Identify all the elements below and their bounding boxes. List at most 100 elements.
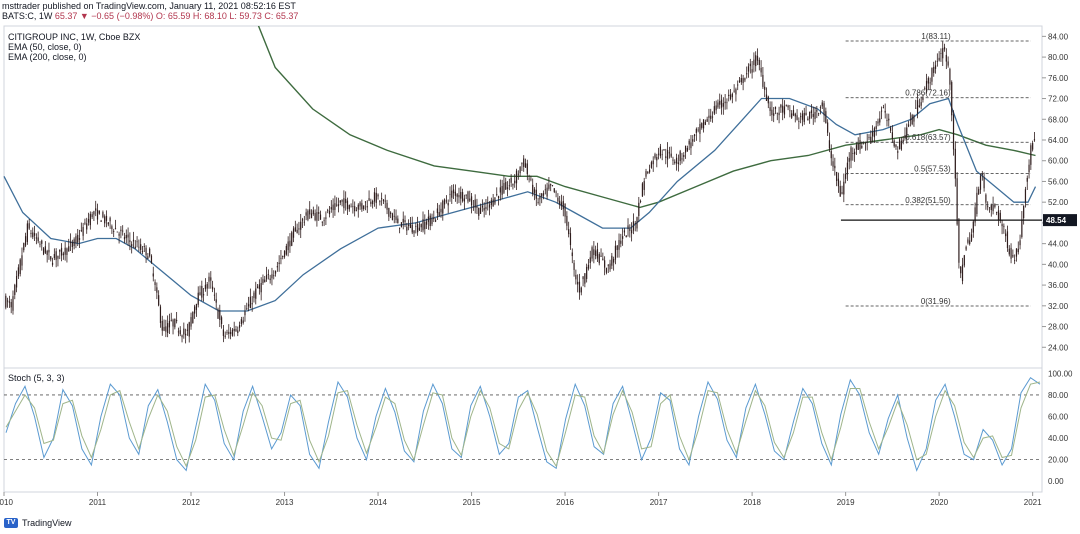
candle-body <box>706 119 708 122</box>
candle-body <box>197 292 199 305</box>
candle-body <box>427 216 430 222</box>
stoch-tick-label: 100.00 <box>1048 369 1073 378</box>
candle-body <box>683 154 685 157</box>
candle-body <box>845 173 847 179</box>
candle-body <box>702 119 705 129</box>
candle-body <box>265 274 268 280</box>
candle-body <box>192 311 194 324</box>
candle-body <box>961 264 964 282</box>
candle-body <box>560 202 563 207</box>
candle-body <box>832 161 834 167</box>
candle-body <box>530 178 532 180</box>
tradingview-logo[interactable]: TV TradingView <box>4 518 72 528</box>
candle-body <box>656 157 658 161</box>
candle-body <box>382 199 385 202</box>
candle-body <box>129 240 131 243</box>
candle-body <box>246 308 248 310</box>
tradingview-icon: TV <box>4 518 18 528</box>
candle-body <box>194 306 196 314</box>
candle-body <box>809 111 811 119</box>
candle-body <box>645 171 647 177</box>
candle-body <box>742 78 744 83</box>
candle-body <box>212 286 214 290</box>
candle-body <box>470 196 473 206</box>
candle-body <box>517 173 519 175</box>
price-tick-label: 28.00 <box>1048 323 1069 332</box>
price-tick-label: 36.00 <box>1048 281 1069 290</box>
candle-body <box>460 191 462 199</box>
candle-body <box>665 156 667 158</box>
candle-body <box>1030 145 1032 165</box>
candle-body <box>55 251 57 260</box>
candle-body <box>888 118 890 121</box>
candle-body <box>305 212 307 216</box>
candle-body <box>496 194 498 196</box>
candle-body <box>368 198 370 201</box>
candle-body <box>958 219 960 263</box>
candle-body <box>947 61 949 66</box>
candle-body <box>879 118 881 123</box>
candle-body <box>352 206 354 207</box>
candle-body <box>458 194 460 198</box>
candle-body <box>632 221 635 231</box>
candle-body <box>1026 177 1028 182</box>
candle-body <box>174 318 176 328</box>
candle-body <box>118 233 120 236</box>
price-tick-label: 32.00 <box>1048 302 1069 311</box>
candle-body <box>548 184 550 189</box>
candle-body <box>927 78 929 84</box>
candle-body <box>82 227 84 236</box>
candle-body <box>758 59 760 65</box>
candle-body <box>73 239 75 246</box>
candle-body <box>528 178 530 180</box>
candle-body <box>657 153 660 155</box>
candle-body <box>963 255 965 266</box>
candle-body <box>913 115 915 122</box>
candle-body <box>544 189 546 191</box>
candle-body <box>952 114 955 150</box>
candle-body <box>33 233 36 236</box>
candle-body <box>42 248 45 255</box>
candle-body <box>10 302 12 308</box>
candle-body <box>404 220 406 223</box>
candle-body <box>677 162 679 165</box>
candle-body <box>812 113 814 117</box>
candle-body <box>951 82 953 116</box>
candle-body <box>559 200 561 205</box>
candle-body <box>332 204 334 211</box>
candle-body <box>904 135 906 138</box>
last-price-label: 48.54 <box>1046 216 1067 225</box>
candle-body <box>208 276 210 282</box>
candle-body <box>607 264 609 266</box>
candle-body <box>116 231 118 233</box>
candle-body <box>12 296 14 311</box>
candle-body <box>206 284 208 289</box>
candle-body <box>390 212 392 214</box>
time-tick-label: 2016 <box>556 498 574 507</box>
candle-body <box>354 206 356 212</box>
candle-body <box>604 260 606 268</box>
candle-body <box>1005 233 1007 237</box>
candle-body <box>598 254 600 264</box>
stoch-d-line <box>5 381 1041 468</box>
price-tick-label: 52.00 <box>1048 198 1069 207</box>
candle-body <box>483 207 485 211</box>
candle-body <box>408 224 410 227</box>
candle-body <box>542 193 545 196</box>
candle-body <box>445 200 447 202</box>
candle-body <box>751 69 753 73</box>
candle-body <box>141 250 144 253</box>
candle-body <box>566 215 568 226</box>
candle-body <box>413 230 415 234</box>
candle-body <box>301 219 304 221</box>
candle-body <box>800 116 802 118</box>
stoch-axis: 100.00 80.00 60.00 40.00 20.00 0.00 <box>1048 369 1073 486</box>
candle-body <box>59 249 61 252</box>
candle-body <box>287 241 289 251</box>
candle-body <box>499 187 501 193</box>
candle-body <box>674 161 676 164</box>
time-axis: 2010 2011 2012 2013 2014 2015 2016 2017 2018 2019… <box>0 492 1042 507</box>
candle-body <box>526 163 528 175</box>
candle-body <box>976 192 978 215</box>
